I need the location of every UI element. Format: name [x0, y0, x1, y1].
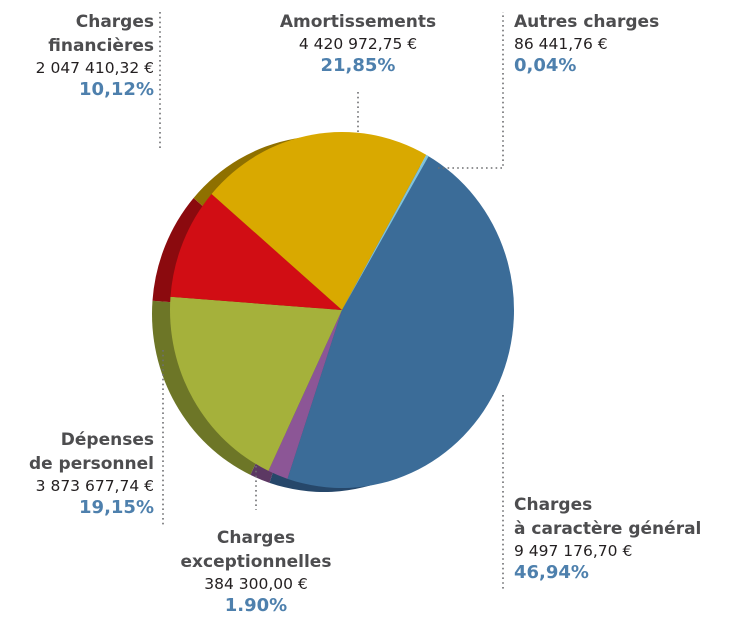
- pie-slice: [170, 193, 342, 310]
- slice-value: 2 047 410,32 €: [35, 59, 154, 77]
- label-autres-charges: Autres charges 86 441,76 € 0,04%: [514, 10, 714, 78]
- slice-percent: 1.90%: [224, 595, 288, 616]
- slice-percent: 21,85%: [320, 55, 396, 76]
- slice-name: Autres charges: [514, 12, 660, 32]
- slice-percent: 19,15%: [79, 497, 154, 518]
- slice-name: Dépenses: [60, 430, 154, 450]
- label-depenses-personnel: Dépenses de personnel 3 873 677,74 € 19,…: [0, 428, 154, 520]
- pie-slice: [170, 296, 342, 471]
- pie-slice: [342, 154, 429, 310]
- label-charges-general: Charges à caractère général 9 497 176,70…: [514, 493, 729, 585]
- label-amortissements: Amortissements 4 420 972,75 € 21,85%: [256, 10, 460, 78]
- slice-percent: 10,12%: [79, 79, 154, 100]
- slice-name: exceptionnelles: [180, 552, 332, 572]
- slice-name: Charges: [216, 528, 296, 548]
- slice-name: financières: [48, 36, 154, 56]
- pie-slices: [170, 132, 515, 489]
- label-charges-financieres: Charges financières 2 047 410,32 € 10,12…: [8, 10, 154, 102]
- slice-name: de personnel: [28, 454, 154, 474]
- slice-value: 384 300,00 €: [204, 575, 308, 593]
- slice-percent: 46,94%: [514, 562, 589, 583]
- slice-percent: 0,04%: [514, 55, 577, 76]
- pie-slice: [211, 132, 427, 310]
- label-charges-exceptionnelles: Charges exceptionnelles 384 300,00 € 1.9…: [155, 526, 357, 618]
- slice-name: à caractère général: [514, 519, 702, 539]
- slice-value: 4 420 972,75 €: [298, 35, 418, 53]
- pie-slice: [287, 155, 515, 489]
- slice-name: Charges: [514, 495, 593, 515]
- leader-line-autres: [438, 12, 504, 169]
- slice-name: Charges: [75, 12, 154, 32]
- slice-value: 9 497 176,70 €: [514, 542, 633, 560]
- slice-value: 86 441,76 €: [514, 35, 608, 53]
- leader-lines: [159, 12, 504, 590]
- slice-value: 3 873 677,74 €: [35, 477, 154, 495]
- pie-slice: [268, 310, 342, 479]
- slice-name: Amortissements: [279, 12, 437, 32]
